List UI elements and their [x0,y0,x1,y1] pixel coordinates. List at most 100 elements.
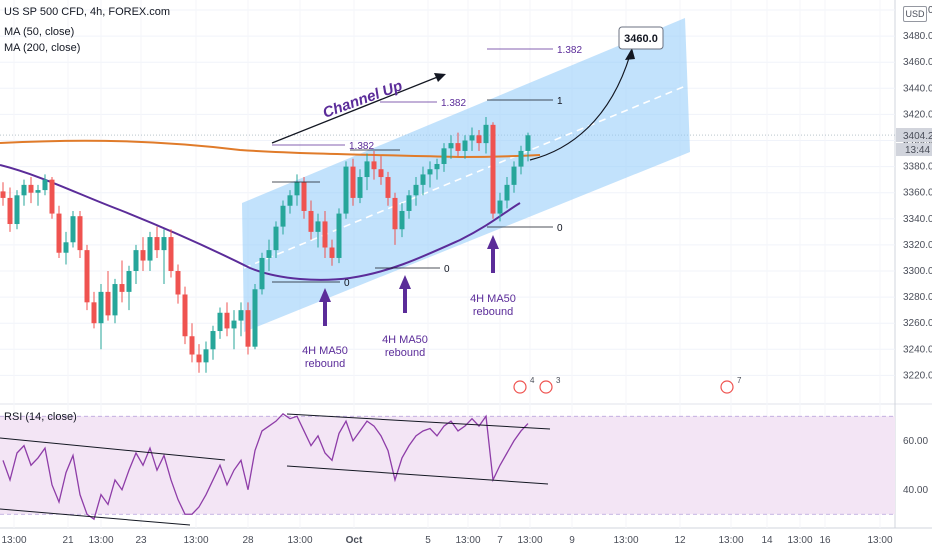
price-tick-label: 3440.0 [903,83,932,94]
time-tick-label: 13:00 [183,535,208,546]
candle-body [518,150,524,167]
candle-body [63,242,69,253]
candle-body [434,163,440,170]
channel-midline [243,84,689,269]
price-tick-label: 3220.0 [903,370,932,381]
economic-event-icon[interactable] [539,380,553,394]
target-box [618,26,664,50]
price-tick-label: 3360.0 [903,188,932,199]
channel-band [242,18,690,332]
projection-curve [529,54,631,161]
price-tick-label: 3340.0 [903,214,932,225]
candle-body [308,210,314,232]
time-tick-label: 9 [569,535,575,546]
rsi-trendline [0,437,226,461]
trend-arrow [271,75,441,144]
time-tick-label: 13:00 [613,535,638,546]
price-tick-label: 3480.0 [903,31,932,42]
time-tick-label: 21 [62,535,74,546]
candle-body [497,200,503,214]
price-tick-label: 3240.0 [903,344,932,355]
candle-body [462,140,468,151]
candle-body [35,190,41,193]
candle-body [371,161,377,170]
time-tick-label: 13:00 [867,535,892,546]
price-tick-label: 3300.0 [903,266,932,277]
candle-body [252,289,258,347]
rebound-arrow [487,235,499,273]
candle-body [280,205,286,227]
fib-level-label: 0 [444,264,450,275]
candle-body [56,213,62,253]
fib-level-label: 1.382 [349,141,374,152]
candle-body [259,257,265,290]
candle-body [196,354,202,363]
time-tick-label: 23 [135,535,147,546]
rebound-label-line1: 4H MA50 [302,345,348,357]
rebound-arrow [399,275,411,313]
rsi-indicator [0,412,895,526]
candle-body [238,310,244,321]
time-tick-label: 13:00 [88,535,113,546]
ma50-legend[interactable]: MA (50, close) [4,26,75,38]
rsi-legend[interactable]: RSI (14, close) [4,411,77,423]
candle-body [420,174,426,185]
candle-body [175,271,181,295]
candle-body [392,197,398,230]
economic-event-icon[interactable] [720,380,734,394]
rsi-tick-label: 60.00 [903,436,928,447]
candle-body [126,271,132,292]
rsi-band [0,416,895,515]
time-tick-label: 12 [674,535,686,546]
last-price-value: 3404.2 [903,131,932,142]
candle-body [329,247,335,258]
fib-level-label: 1 [557,96,563,107]
event-count: 7 [737,376,742,385]
candle-body [273,226,279,251]
ma50-path [0,164,521,281]
rsi-tick-label: 40.00 [903,485,928,496]
candle-body [70,216,76,243]
candle-body [98,291,104,324]
candle-body [336,213,342,258]
candle-body [189,336,195,355]
candle-body [350,166,356,198]
fib-level-label: 0 [557,223,563,234]
candle-body [28,184,34,193]
candle-body [49,179,55,214]
candle-body [168,237,174,271]
price-tick-label: 3320.0 [903,240,932,251]
candle-body [154,237,160,251]
price-tick-label: 3260.0 [903,318,932,329]
fib-level-label: 1.382 [441,98,466,109]
candle-body [245,310,251,347]
rebound-arrow [319,288,331,326]
candle-body [203,349,209,363]
currency-badge[interactable]: USD [903,6,927,22]
candle-body [133,250,139,271]
time-tick-label: 28 [242,535,254,546]
economic-event-icon[interactable] [513,380,527,394]
candle-body [266,250,272,258]
candle-body [413,184,419,196]
event-count: 3 [556,376,561,385]
time-tick-label: 13:00 [455,535,480,546]
fib-level-label: 1.382 [557,45,582,56]
time-tick-label: 13:00 [1,535,26,546]
candle-body [490,124,496,214]
candle-body [455,143,461,151]
candle-body [224,312,230,329]
candle-body [483,124,489,144]
trend-arrow-head [434,73,446,82]
last-price-badge [896,128,932,143]
ma200-legend[interactable]: MA (200, close) [4,42,81,54]
time-tick-label: 13:00 [787,535,812,546]
candle-body [301,182,307,211]
time-tick-label: Oct [346,535,363,546]
candle-body [210,331,216,350]
candle-body [525,135,531,151]
channel-up [242,18,690,332]
price-tick-label: 3380.0 [903,162,932,173]
